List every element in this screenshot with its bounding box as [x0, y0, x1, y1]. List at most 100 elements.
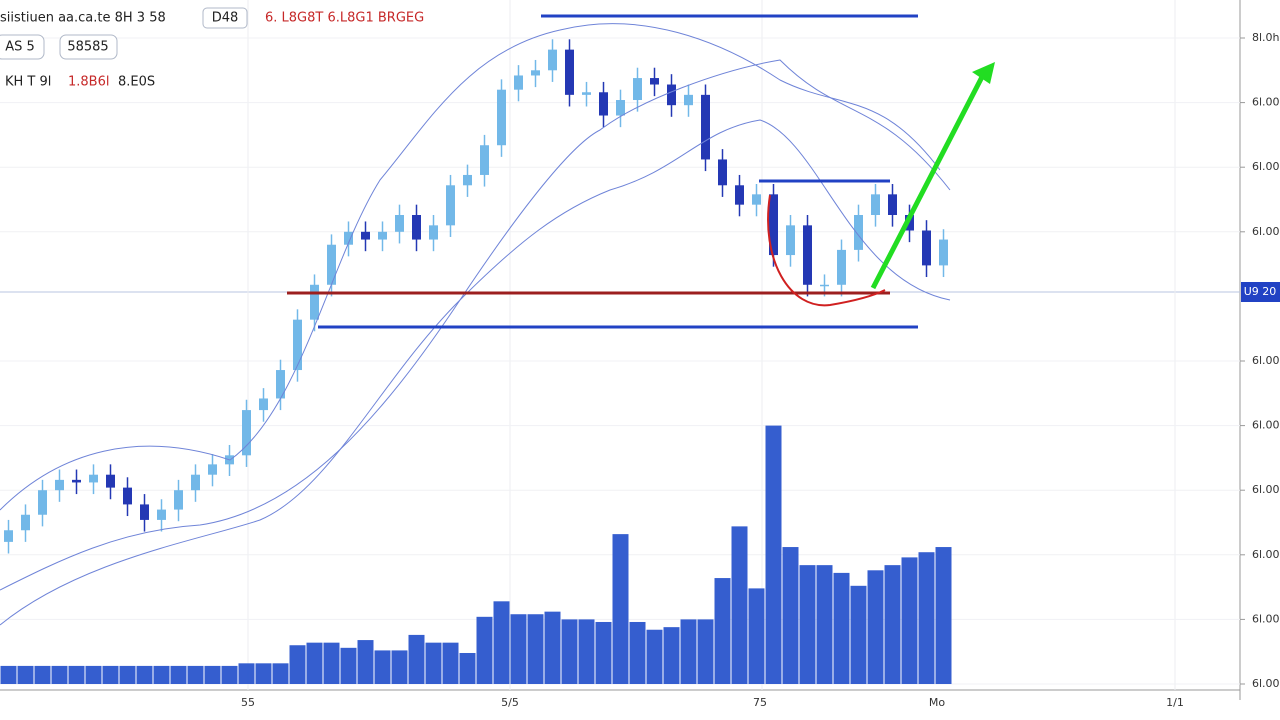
volume-bar [935, 547, 952, 684]
candle-body [650, 78, 659, 85]
volume-bar [561, 619, 578, 684]
candle-body [752, 194, 761, 205]
candle-body [582, 92, 591, 95]
volume-bar [782, 547, 799, 684]
candle-body [497, 89, 506, 146]
price-tag: U9 20 [1244, 285, 1277, 298]
y-tick-label: 6l.00 [1252, 225, 1280, 238]
candle-body [514, 75, 523, 90]
info-text: KH T 9l [5, 75, 51, 90]
info-text: 1.8B6l [68, 75, 109, 90]
candle-body [922, 230, 931, 266]
lower-band [0, 119, 951, 626]
volume-bar [714, 578, 731, 684]
volume-bar [459, 652, 476, 684]
volume-bar [918, 552, 935, 684]
volume-bar [289, 645, 306, 684]
candle-body [429, 225, 438, 240]
candle-body [633, 78, 642, 101]
candle-body [463, 174, 472, 186]
candle-body [548, 49, 557, 71]
candle-body [276, 370, 285, 399]
candle-body [667, 84, 676, 106]
volume-bar [493, 601, 510, 684]
volume-bar [544, 611, 561, 684]
candle-body [837, 249, 846, 285]
volume-bar [578, 619, 595, 684]
candle-body [446, 185, 455, 226]
y-tick-label: 6l.00 [1252, 419, 1280, 432]
y-tick-label: 6l.00 [1252, 612, 1280, 625]
breakout-arrow [870, 73, 986, 290]
volume-bar [612, 534, 629, 684]
volume-bar [323, 642, 340, 684]
candle-body [378, 231, 387, 240]
candle-body [242, 410, 251, 456]
candle-body [123, 487, 132, 505]
upper-band-2 [0, 23, 941, 511]
badge [0, 34, 45, 60]
candle-body [259, 398, 268, 411]
volume-bar [884, 565, 901, 684]
candle-body [735, 185, 744, 205]
upper-band [0, 59, 951, 591]
volume-bar [867, 570, 884, 684]
candle-body [531, 70, 540, 76]
candle-body [616, 100, 625, 116]
candle-body [480, 145, 489, 175]
candle-body [89, 474, 98, 483]
cup-curve [767, 194, 886, 307]
volume-bar [663, 627, 680, 684]
badge [59, 34, 118, 60]
volume-bar [357, 640, 374, 684]
y-tick-label: 6l.00 [1252, 677, 1280, 690]
candle-body [106, 474, 115, 488]
candle-body [395, 215, 404, 232]
volume-bar [833, 572, 850, 684]
volume-bar [255, 663, 272, 684]
volume-bar [340, 647, 357, 684]
volume-bar [187, 665, 204, 684]
candle-body [21, 514, 30, 531]
volume-bar [748, 588, 765, 684]
candle-body [361, 231, 370, 240]
volume-bar [374, 650, 391, 684]
candle-body [293, 319, 302, 371]
candle-body [157, 509, 166, 520]
candle-body [565, 49, 574, 95]
volume-bar [799, 565, 816, 684]
candle-body [786, 225, 795, 256]
volume-bar [765, 425, 782, 684]
badge-text: 58585 [67, 40, 108, 55]
volume-bar [238, 663, 255, 684]
candle-body [854, 215, 863, 250]
candle-body [701, 94, 710, 160]
candle-body [939, 239, 948, 266]
volume-bar [850, 585, 867, 684]
volume-bar [510, 614, 527, 684]
volume-bar [527, 614, 544, 684]
volume-bar [119, 665, 136, 684]
volume-bar [51, 665, 68, 684]
volume-bar [697, 619, 714, 684]
volume-bar [816, 565, 833, 684]
volume-bar [17, 665, 34, 684]
header-text: 6. L8G8T 6.L8G1 BRGEG [265, 11, 424, 26]
candle-body [803, 225, 812, 285]
volume-bar [442, 642, 459, 684]
candle-body [55, 479, 64, 491]
candle-body [310, 284, 319, 320]
info-text: 8.E0S [118, 75, 155, 90]
y-tick-label: 6l.00 [1252, 160, 1280, 173]
candle-body [888, 194, 897, 216]
volume-bar [595, 621, 612, 684]
x-tick-label: 1/1 [1166, 696, 1184, 709]
y-tick-label: 6l.00 [1252, 354, 1280, 367]
volume-bar [680, 619, 697, 684]
x-tick-label: 5/5 [501, 696, 519, 709]
volume-bar [68, 665, 85, 684]
volume-bar [102, 665, 119, 684]
volume-bar [306, 642, 323, 684]
